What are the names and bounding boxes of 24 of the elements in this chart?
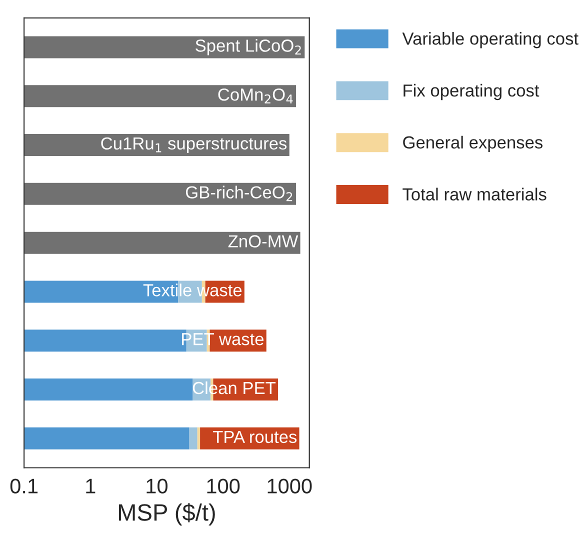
y-tick-label: Spent LiCoO$_{2}$	[196, 39, 301, 56]
legend-label: Total raw materials	[402, 188, 546, 201]
x-tick-label: 1	[86, 478, 96, 494]
y-tick-label: Cu1Ru$_{1}$ superstructures	[101, 137, 287, 154]
x-tick-label: 100	[207, 478, 240, 494]
bar	[24, 85, 296, 108]
bar	[24, 378, 193, 401]
y-tick-label: ZnO-MW	[228, 235, 298, 248]
legend-label: Fix operating cost	[404, 84, 540, 100]
y-tick-label: GB-rich-CeO$_{2}$	[186, 186, 292, 202]
y-tick-label: CoMn$_{2}$O$_{4}$	[218, 88, 293, 104]
bar	[24, 232, 300, 254]
bar	[24, 182, 296, 205]
x-tick-label: 10	[146, 478, 168, 494]
bar	[189, 427, 198, 450]
x-axis-title: MSP ($/t)	[119, 503, 215, 526]
legend-label: Variable operating cost	[402, 32, 578, 48]
x-tick-label: 1000	[268, 478, 312, 494]
y-tick-label: TPA routes	[212, 430, 297, 444]
bar	[197, 427, 200, 450]
x-tick-label: 0.1	[10, 478, 38, 494]
legend-label: General expenses	[403, 136, 543, 152]
bar	[24, 427, 190, 450]
bar	[24, 36, 305, 58]
